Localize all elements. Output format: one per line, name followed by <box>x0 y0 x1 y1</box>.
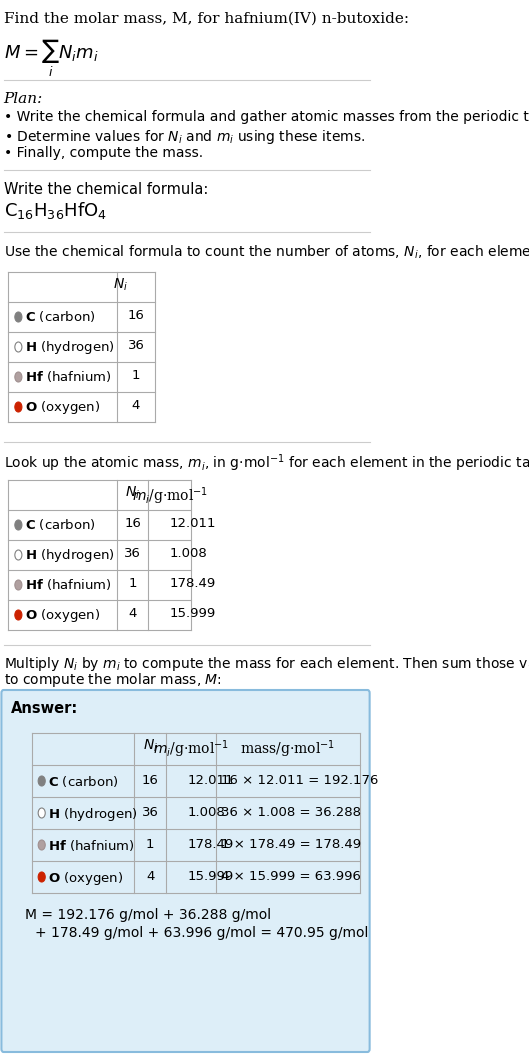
Text: 16: 16 <box>127 309 144 323</box>
Text: Plan:: Plan: <box>4 92 43 106</box>
Text: $\mathbf{Hf}$ (hafnium): $\mathbf{Hf}$ (hafnium) <box>25 369 112 384</box>
Text: $m_i$/g$\cdot$mol$^{-1}$: $m_i$/g$\cdot$mol$^{-1}$ <box>132 485 208 507</box>
Text: 4: 4 <box>129 607 136 620</box>
Text: 36: 36 <box>124 547 141 560</box>
Text: $m_i$/g$\cdot$mol$^{-1}$: $m_i$/g$\cdot$mol$^{-1}$ <box>153 738 229 760</box>
Text: 16: 16 <box>124 518 141 530</box>
Text: $\mathbf{O}$ (oxygen): $\mathbf{O}$ (oxygen) <box>48 870 123 887</box>
Circle shape <box>15 520 22 530</box>
Text: $\mathbf{Hf}$ (hafnium): $\mathbf{Hf}$ (hafnium) <box>25 577 112 592</box>
Text: 178.49: 178.49 <box>170 577 216 590</box>
Circle shape <box>15 610 22 620</box>
Text: 1: 1 <box>146 838 154 851</box>
Circle shape <box>15 312 22 323</box>
Circle shape <box>15 402 22 412</box>
Text: $\mathbf{H}$ (hydrogen): $\mathbf{H}$ (hydrogen) <box>48 806 138 823</box>
Text: Find the molar mass, M, for hafnium(IV) n-butoxide:: Find the molar mass, M, for hafnium(IV) … <box>4 12 409 26</box>
Text: 15.999: 15.999 <box>170 607 216 620</box>
Text: $N_i$: $N_i$ <box>113 277 127 293</box>
Text: 15.999: 15.999 <box>187 870 233 883</box>
Circle shape <box>15 580 22 590</box>
Text: $\mathbf{C}$ (carbon): $\mathbf{C}$ (carbon) <box>48 774 119 789</box>
Text: 36 × 1.008 = 36.288: 36 × 1.008 = 36.288 <box>221 806 361 819</box>
Text: $\mathbf{H}$ (hydrogen): $\mathbf{H}$ (hydrogen) <box>25 339 114 356</box>
Text: to compute the molar mass, $M$:: to compute the molar mass, $M$: <box>4 671 222 689</box>
Text: 16 × 12.011 = 192.176: 16 × 12.011 = 192.176 <box>221 774 379 787</box>
Text: $\mathbf{O}$ (oxygen): $\mathbf{O}$ (oxygen) <box>25 607 100 624</box>
Text: $M = \sum_i N_i m_i$: $M = \sum_i N_i m_i$ <box>4 38 98 79</box>
Circle shape <box>38 872 45 882</box>
Text: M = 192.176 g/mol + 36.288 g/mol: M = 192.176 g/mol + 36.288 g/mol <box>25 907 271 922</box>
Text: + 178.49 g/mol + 63.996 g/mol = 470.95 g/mol: + 178.49 g/mol + 63.996 g/mol = 470.95 g… <box>35 926 369 940</box>
Text: Look up the atomic mass, $m_i$, in g$\cdot$mol$^{-1}$ for each element in the pe: Look up the atomic mass, $m_i$, in g$\cd… <box>4 452 529 473</box>
Text: 4 × 15.999 = 63.996: 4 × 15.999 = 63.996 <box>221 870 361 883</box>
Text: $\mathbf{O}$ (oxygen): $\mathbf{O}$ (oxygen) <box>25 399 100 416</box>
FancyBboxPatch shape <box>2 690 370 1052</box>
Text: 12.011: 12.011 <box>187 774 234 787</box>
Text: 12.011: 12.011 <box>170 518 216 530</box>
Circle shape <box>15 372 22 382</box>
Circle shape <box>15 550 22 560</box>
Text: 16: 16 <box>142 774 159 787</box>
Text: Answer:: Answer: <box>11 701 78 716</box>
Text: 1.008: 1.008 <box>170 547 207 560</box>
Text: 36: 36 <box>142 806 159 819</box>
Text: $\mathbf{C}$ (carbon): $\mathbf{C}$ (carbon) <box>25 309 96 324</box>
Text: mass/g$\cdot$mol$^{-1}$: mass/g$\cdot$mol$^{-1}$ <box>241 738 335 760</box>
Text: 36: 36 <box>127 339 144 352</box>
Text: $\mathbf{C}$ (carbon): $\mathbf{C}$ (carbon) <box>25 518 96 532</box>
Circle shape <box>38 776 45 786</box>
Text: 178.49: 178.49 <box>187 838 233 851</box>
Text: $\mathbf{Hf}$ (hafnium): $\mathbf{Hf}$ (hafnium) <box>48 838 135 853</box>
Text: 1: 1 <box>128 577 137 590</box>
Circle shape <box>38 840 45 850</box>
Text: 1: 1 <box>132 369 140 382</box>
Circle shape <box>38 808 45 818</box>
Text: • Write the chemical formula and gather atomic masses from the periodic table.: • Write the chemical formula and gather … <box>4 110 529 124</box>
Text: 1 × 178.49 = 178.49: 1 × 178.49 = 178.49 <box>221 838 361 851</box>
Text: • Determine values for $N_i$ and $m_i$ using these items.: • Determine values for $N_i$ and $m_i$ u… <box>4 128 365 147</box>
Text: • Finally, compute the mass.: • Finally, compute the mass. <box>4 147 203 160</box>
Text: Write the chemical formula:: Write the chemical formula: <box>4 182 208 197</box>
Text: $\mathbf{H}$ (hydrogen): $\mathbf{H}$ (hydrogen) <box>25 547 114 564</box>
Circle shape <box>15 341 22 352</box>
Text: 1.008: 1.008 <box>187 806 225 819</box>
Text: $N_i$: $N_i$ <box>125 485 140 502</box>
Text: Use the chemical formula to count the number of atoms, $N_i$, for each element:: Use the chemical formula to count the nu… <box>4 243 529 261</box>
Text: 4: 4 <box>132 399 140 412</box>
Text: 4: 4 <box>146 870 154 883</box>
Text: Multiply $N_i$ by $m_i$ to compute the mass for each element. Then sum those val: Multiply $N_i$ by $m_i$ to compute the m… <box>4 655 529 674</box>
Text: $\mathrm{C_{16}H_{36}HfO_4}$: $\mathrm{C_{16}H_{36}HfO_4}$ <box>4 200 106 221</box>
Text: $N_i$: $N_i$ <box>143 738 158 755</box>
